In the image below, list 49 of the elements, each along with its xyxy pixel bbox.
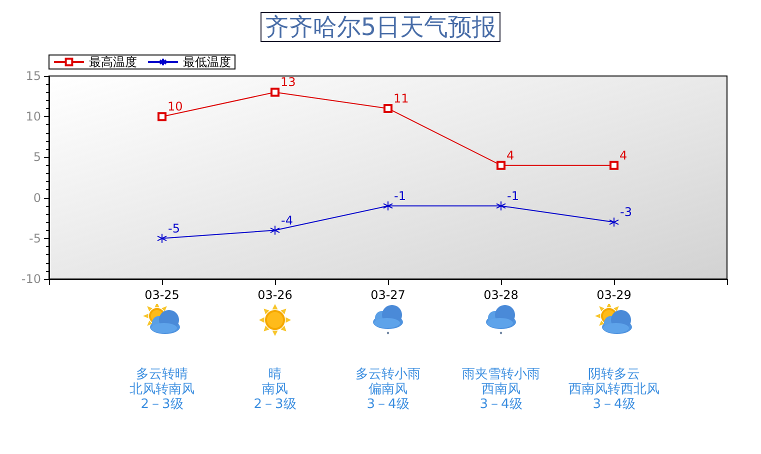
point [270,225,280,236]
point [384,104,392,113]
x-tick-label: 03-25 [144,288,180,302]
y-tick-label: -10 [21,272,41,286]
legend-label: 最低温度 [183,55,231,69]
text: 多云转晴 [136,367,188,382]
point [158,112,166,122]
text: 西南风 [482,382,520,397]
text: 2－3级 [254,397,296,412]
point [610,160,618,170]
x-tick-label: 03-27 [370,288,406,302]
point [383,200,393,211]
text: 多云转小雨 [356,367,420,382]
x-tick-label: 03-29 [596,288,632,302]
point [270,88,280,97]
y-tick-label: 0 [33,190,41,205]
data-label: 10 [168,100,183,114]
chart-title: 齐齐哈尔5日天气预报 [264,13,496,41]
data-label: -1 [394,188,406,203]
point [496,160,506,170]
text: 晴 [268,367,282,382]
point [496,200,506,211]
text: 偏南风 [368,382,408,397]
point [157,233,167,244]
data-label: -1 [507,188,519,203]
data-label: 4 [506,148,514,162]
data-label: -3 [620,205,632,220]
y-tick-label: 10 [26,110,41,124]
data-label: -5 [168,221,180,236]
text: 南风 [262,382,288,397]
x-tick-label: 03-26 [258,288,292,302]
data-label: -4 [281,213,293,228]
data-label: 4 [620,148,628,162]
y-tick-label: -5 [29,231,41,246]
y-tick-label: 15 [26,69,41,83]
text: 北风转南风 [130,382,194,397]
text: 3－4级 [480,397,522,412]
point [609,217,619,228]
legend-label: 最高温度 [89,55,137,69]
text: 阴转多云 [588,367,640,382]
x-tick-label: 03-28 [484,288,518,302]
data-label: 11 [394,91,409,106]
data-label: 13 [280,75,296,90]
text: 3－4级 [592,397,636,412]
text: 2－3级 [140,397,184,412]
y-tick-label: 5 [33,150,41,164]
text: 雨夹雪转小雨 [462,367,540,382]
text: 3－4级 [366,397,410,412]
text: 西南风转西北风 [568,382,660,397]
